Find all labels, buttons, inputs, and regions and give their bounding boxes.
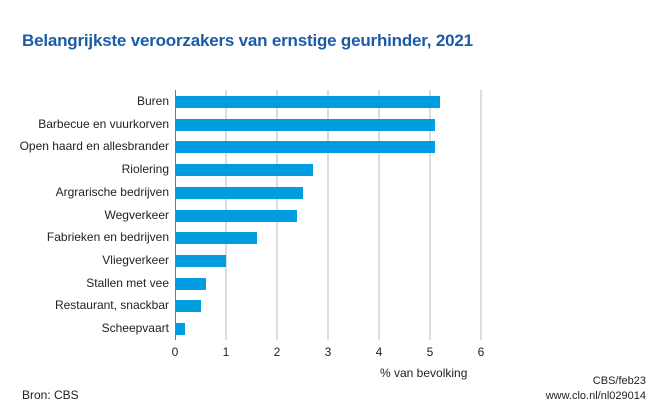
bar — [176, 209, 298, 222]
bar — [176, 232, 257, 245]
source-note: Bron: CBS — [22, 388, 79, 402]
x-axis-label: % van bevolking — [380, 366, 468, 380]
bar — [176, 323, 186, 335]
bar — [176, 164, 313, 177]
credit-date: CBS/feb23 — [592, 375, 646, 387]
x-tick-label: 1 — [222, 345, 230, 359]
bar — [176, 118, 436, 131]
category-label: Fabrieken en bedrijven — [46, 230, 169, 245]
y-axis-line — [175, 90, 176, 340]
category-label: Vliegverkeer — [102, 252, 169, 267]
bar — [176, 277, 206, 290]
gridline — [480, 90, 482, 340]
category-label: Buren — [136, 94, 169, 108]
bar — [176, 300, 201, 313]
category-label: Barbecue en vuurkorven — [38, 116, 169, 131]
x-tick-label: 4 — [375, 345, 383, 359]
category-label: Argrarische bedrijven — [55, 184, 169, 199]
bar — [176, 141, 436, 154]
x-tick-label: 5 — [426, 345, 434, 359]
category-label: Open haard en allesbrander — [19, 139, 169, 154]
x-tick-label: 2 — [273, 345, 281, 359]
x-tick-label: 3 — [324, 345, 332, 359]
category-label: Riolering — [121, 162, 169, 177]
category-label: Restaurant, snackbar — [54, 298, 169, 313]
category-label: Scheepvaart — [101, 321, 169, 335]
bar — [176, 186, 303, 199]
x-tick-label: 6 — [477, 345, 485, 359]
plot-area — [175, 90, 485, 340]
gridline — [378, 90, 380, 340]
gridline — [327, 90, 329, 340]
bar — [176, 254, 226, 267]
bar — [176, 96, 441, 108]
category-label: Stallen met vee — [86, 275, 169, 290]
gridline — [429, 90, 431, 340]
x-tick-label: 0 — [171, 345, 179, 359]
chart-title: Belangrijkste veroorzakers van ernstige … — [22, 31, 473, 50]
category-label: Wegverkeer — [104, 207, 169, 222]
credit-note: CBS/feb23 www.clo.nl/nl029014 — [546, 374, 646, 404]
credit-url: www.clo.nl/nl029014 — [545, 390, 646, 402]
